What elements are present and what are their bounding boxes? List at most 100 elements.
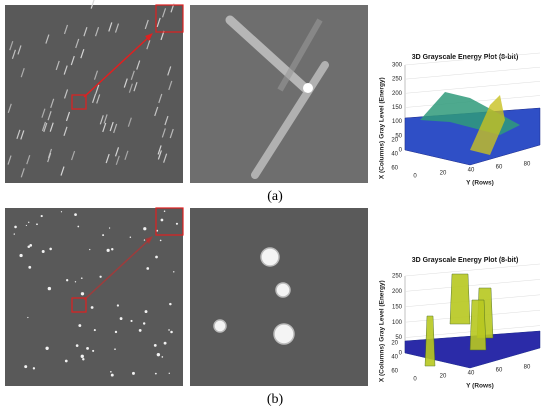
star-streak	[102, 122, 107, 133]
star-streak	[128, 83, 133, 93]
star-streak	[9, 41, 14, 51]
star-streak	[63, 24, 69, 35]
star-streak	[169, 128, 174, 139]
star-dot	[161, 356, 164, 358]
z-tick-label: 250	[392, 77, 403, 83]
star-streak	[65, 111, 71, 122]
star-dot	[163, 341, 167, 345]
star-streak	[75, 38, 80, 49]
grid-line	[404, 263, 541, 277]
star-streak	[16, 129, 21, 139]
star-dot	[28, 221, 30, 223]
star-streak	[133, 82, 138, 92]
y-tick-label: 0	[413, 377, 417, 383]
star-streak	[114, 147, 120, 157]
star-dot	[90, 306, 94, 309]
zoom-arrow	[83, 238, 151, 301]
star-dot	[111, 247, 114, 251]
target-box	[71, 94, 87, 110]
y-label: Y (Rows)	[466, 180, 494, 187]
star-streak	[157, 150, 162, 160]
x-tick-label: 60	[391, 166, 398, 172]
star-dot	[74, 213, 77, 217]
star-dot	[80, 354, 84, 358]
star-streak	[41, 121, 47, 132]
star-dot	[78, 324, 82, 327]
z-tick-label: 50	[395, 133, 402, 139]
grid-line	[404, 52, 541, 66]
star-streak	[49, 122, 54, 132]
star-dot	[49, 247, 52, 251]
y-tick-label: 80	[524, 365, 531, 371]
star-dot	[119, 317, 123, 320]
star-dot	[106, 248, 110, 252]
star-streak	[90, 0, 95, 9]
y-tick-label: 60	[496, 165, 503, 171]
x-tick-label: 20	[391, 138, 398, 144]
y-tick-label: 40	[468, 168, 475, 174]
star-dot	[32, 367, 36, 370]
star-streak	[115, 155, 120, 165]
star-dot	[27, 245, 31, 248]
star-streak	[63, 65, 68, 75]
star-streak	[43, 122, 48, 133]
star-dot	[143, 227, 147, 231]
star-streak	[80, 48, 85, 59]
target-box	[71, 297, 87, 313]
z-tick-label: 100	[392, 320, 403, 326]
star-dot	[74, 281, 77, 283]
star-streak	[157, 145, 162, 155]
star-dot	[25, 224, 28, 227]
plot-title: 3D Grayscale Energy Plot (8-bit)	[412, 257, 519, 264]
star-streak	[156, 17, 161, 28]
y-label: Y (Rows)	[466, 383, 494, 390]
z-tick-label: 50	[395, 335, 402, 341]
panel-label: (b)	[267, 392, 284, 407]
y-tick-label: 20	[440, 171, 447, 177]
star-dot	[160, 218, 164, 222]
star-dot	[153, 344, 157, 347]
zoom-box	[155, 207, 184, 236]
streak	[251, 61, 329, 179]
star-blob	[260, 247, 280, 267]
star-streak	[47, 110, 52, 121]
star-dot	[116, 304, 120, 307]
y-tick-label: 80	[524, 162, 531, 168]
star-dot	[60, 211, 63, 213]
star-dot	[159, 239, 162, 242]
star-streak	[163, 153, 168, 163]
star-streak	[103, 114, 108, 124]
star-dot	[36, 223, 38, 226]
star-streak	[113, 123, 118, 134]
star-dot	[40, 214, 43, 218]
star-dot	[89, 248, 91, 251]
star-dot	[143, 239, 146, 241]
star-dot	[64, 359, 68, 363]
star-streak	[146, 39, 151, 50]
star-dot	[114, 348, 116, 351]
star-dot	[114, 330, 118, 334]
x-tick-label: 60	[391, 369, 398, 375]
star-streak	[71, 150, 76, 161]
star-dot	[24, 365, 28, 369]
star-streak	[123, 78, 128, 88]
star-streak	[95, 84, 100, 95]
star-dot	[99, 275, 102, 278]
star-dot	[169, 302, 172, 306]
peak	[449, 273, 471, 325]
x-tick-label: 40	[391, 152, 398, 158]
grid-line	[404, 66, 541, 80]
star-streak	[105, 153, 110, 164]
x-label: X (Columns)	[379, 344, 386, 382]
star-blob	[213, 319, 227, 333]
star-streak	[99, 115, 104, 125]
star-streak	[136, 60, 141, 70]
star-dot	[77, 225, 80, 228]
star-dot	[14, 225, 17, 229]
star-dot	[132, 371, 135, 375]
star-dot	[110, 373, 114, 377]
star-streak	[96, 94, 101, 104]
star-streak	[11, 49, 16, 59]
star-dot	[155, 255, 158, 259]
